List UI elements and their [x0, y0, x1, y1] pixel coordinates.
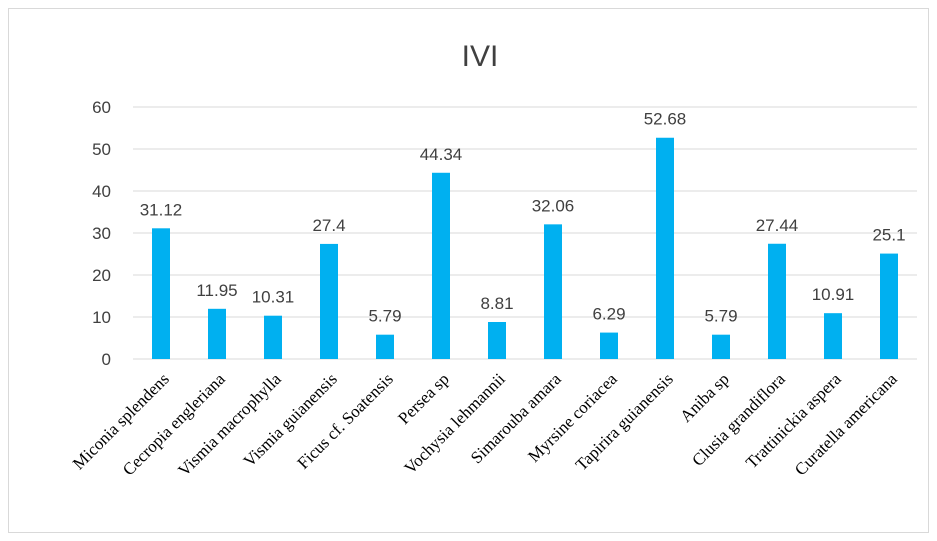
bar	[208, 308, 226, 359]
x-category-label: Trattinickia aspera	[742, 369, 845, 472]
y-tick-label: 0	[102, 350, 111, 369]
y-tick-label: 20	[92, 266, 111, 285]
bar	[880, 253, 898, 359]
bar-value-label: 32.06	[532, 196, 575, 215]
bar	[824, 313, 842, 359]
bar-value-label: 44.34	[420, 145, 463, 164]
bar-value-label: 27.44	[756, 216, 799, 235]
y-tick-label: 60	[92, 98, 111, 117]
bar	[544, 224, 562, 359]
bar	[488, 321, 506, 359]
bar-value-label: 25.1	[872, 226, 905, 245]
bar-value-label: 5.79	[368, 307, 401, 326]
y-tick-label: 30	[92, 224, 111, 243]
bar-value-label: 8.81	[480, 294, 513, 313]
bar-value-label: 11.95	[196, 281, 237, 300]
bar-value-label: 5.79	[704, 307, 737, 326]
gridlines	[133, 106, 917, 360]
bar-value-label: 10.91	[812, 285, 855, 304]
y-tick-label: 40	[92, 182, 111, 201]
chart-title: IVI	[462, 40, 499, 73]
bar	[320, 243, 338, 359]
bar	[376, 334, 394, 359]
bar	[152, 228, 170, 359]
data-labels: 31.12 11.95 10.31 27.4 5.79 44.34 8.81 32.06 6.2…	[140, 110, 906, 326]
bar	[600, 332, 618, 359]
y-axis-ticks: 0 10 20 30 40 50 60	[92, 98, 111, 369]
x-category-label: Curatella americana	[791, 369, 901, 479]
x-category-label: Cecropia engleriana	[119, 369, 229, 479]
x-category-label: Aniba sp	[676, 369, 733, 426]
x-category-label: Vismia macrophylla	[174, 369, 285, 480]
bar	[712, 334, 730, 359]
x-category-label: Tapirira guianensis	[572, 369, 677, 474]
bars	[152, 137, 898, 359]
x-category-label: Persea sp	[394, 369, 453, 428]
x-category-label: Vismia guianensis	[240, 369, 341, 470]
bar-value-label: 27.4	[312, 216, 345, 235]
bar-value-label: 6.29	[592, 305, 625, 324]
bar-value-label: 10.31	[252, 288, 295, 307]
bar	[264, 315, 282, 359]
y-tick-label: 50	[92, 140, 111, 159]
bar	[768, 243, 786, 359]
y-tick-label: 10	[92, 308, 111, 327]
x-category-label: Miconia splendens	[69, 369, 173, 473]
bar-value-label: 52.68	[644, 110, 687, 129]
bar-value-label: 31.12	[140, 200, 183, 219]
bar	[656, 137, 674, 359]
x-category-label: Ficus cf. Soatensis	[294, 369, 397, 472]
x-category-label: Vochysia lehmannii	[400, 369, 509, 478]
bar	[432, 172, 450, 359]
